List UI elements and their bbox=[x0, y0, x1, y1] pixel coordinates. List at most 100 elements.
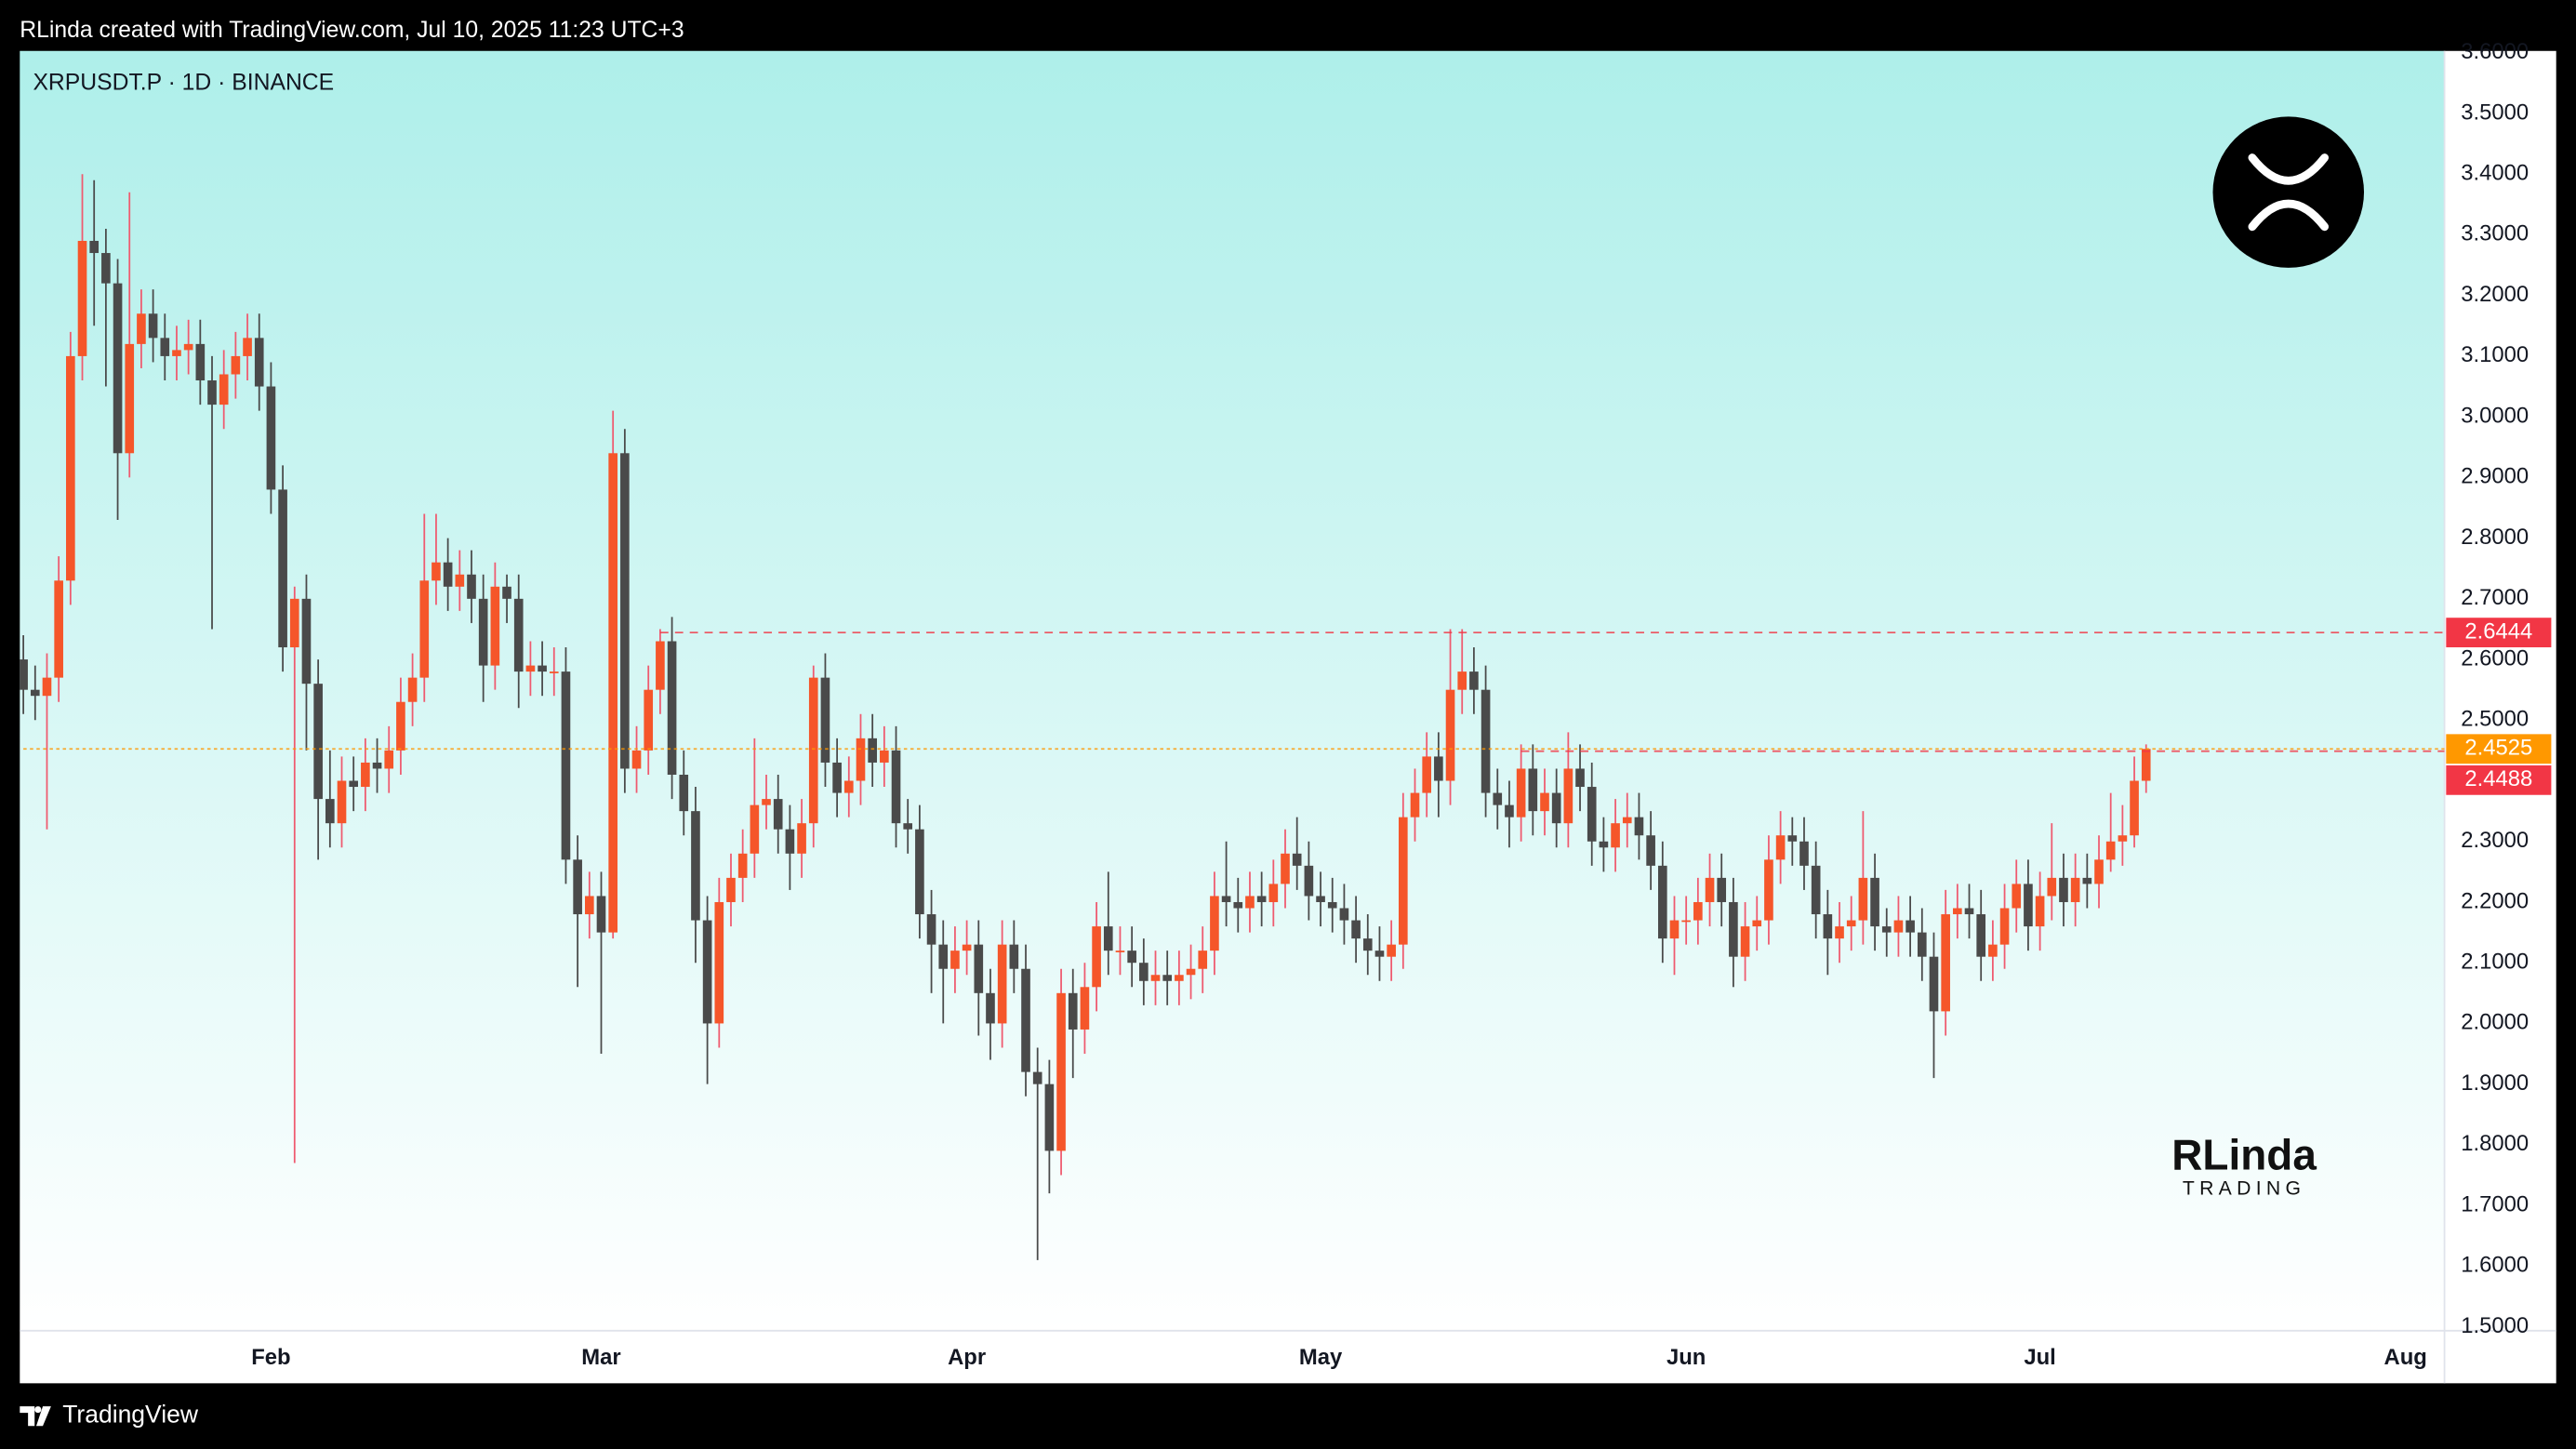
candle-body bbox=[1563, 768, 1573, 824]
candle-body bbox=[1729, 901, 1738, 957]
candle-body bbox=[455, 574, 465, 587]
candle-body bbox=[1044, 1083, 1055, 1151]
candle-body bbox=[1823, 914, 1833, 939]
candle-body bbox=[502, 586, 511, 599]
candle-body bbox=[1881, 926, 1892, 933]
candle-body bbox=[1493, 792, 1503, 805]
candle-body bbox=[1646, 835, 1655, 866]
candle-body bbox=[1339, 908, 1349, 921]
candle-body bbox=[1198, 950, 1208, 969]
candle-body bbox=[1445, 689, 1455, 781]
candle-body bbox=[773, 799, 783, 830]
candle-body bbox=[89, 240, 100, 254]
x-tick-label: May bbox=[1299, 1345, 1343, 1370]
y-tick-label: 2.9000 bbox=[2461, 464, 2529, 489]
x-tick-label: Aug bbox=[2384, 1345, 2427, 1370]
candle-body bbox=[667, 641, 677, 775]
y-tick-label: 1.5000 bbox=[2461, 1313, 2529, 1338]
candle-body bbox=[926, 914, 936, 945]
candle-body bbox=[1481, 689, 1491, 793]
candle-body bbox=[1811, 865, 1821, 915]
candle-body bbox=[183, 343, 193, 351]
candle-body bbox=[1434, 756, 1443, 781]
candle-body bbox=[962, 944, 972, 951]
candle-body bbox=[1976, 914, 1986, 957]
candle-body bbox=[160, 338, 170, 356]
candle-body bbox=[1835, 926, 1844, 939]
y-tick-label: 2.7000 bbox=[2461, 585, 2529, 610]
candles bbox=[20, 174, 2445, 1260]
candle-body bbox=[1999, 908, 2010, 945]
y-tick-label: 3.2000 bbox=[2461, 282, 2529, 307]
candle-body bbox=[1893, 920, 1904, 933]
price-label-box bbox=[2446, 734, 2552, 764]
candle-body bbox=[880, 750, 889, 763]
candle-body bbox=[938, 944, 949, 969]
candle-body bbox=[195, 343, 206, 381]
candle-body bbox=[1988, 944, 1998, 957]
plot-area bbox=[20, 50, 2445, 1331]
y-tick-label: 1.9000 bbox=[2461, 1070, 2529, 1096]
y-tick-label: 3.4000 bbox=[2461, 161, 2529, 186]
candle-body bbox=[525, 665, 536, 672]
candle-body bbox=[1080, 987, 1090, 1030]
candle-body bbox=[843, 780, 854, 793]
candle-body bbox=[1870, 877, 1879, 927]
y-tick-label: 3.1000 bbox=[2461, 342, 2529, 367]
candle-body bbox=[1599, 841, 1609, 848]
candle-body bbox=[1292, 853, 1302, 866]
candle-body bbox=[1351, 920, 1361, 939]
candle-body bbox=[1705, 877, 1715, 902]
time-axis bbox=[20, 1330, 2445, 1384]
header: RLinda created with TradingView.com, Jul… bbox=[20, 18, 684, 43]
candle-body bbox=[443, 562, 453, 587]
candle-body bbox=[490, 586, 500, 666]
candle-body bbox=[30, 689, 40, 697]
candle-body bbox=[832, 762, 842, 793]
candle-body bbox=[737, 853, 748, 878]
candle-body bbox=[1115, 950, 1125, 952]
candle-body bbox=[1575, 768, 1585, 788]
candle-body bbox=[467, 574, 476, 599]
candle-body bbox=[1693, 901, 1703, 921]
candle-body bbox=[561, 671, 571, 860]
candle-body bbox=[1032, 1071, 1042, 1084]
y-tick-label: 3.6000 bbox=[2461, 39, 2529, 64]
candle-body bbox=[148, 313, 158, 339]
candle-body bbox=[361, 762, 370, 788]
candle-body bbox=[596, 896, 606, 933]
candle-body bbox=[2024, 884, 2033, 927]
x-tick-label: Jun bbox=[1666, 1345, 1706, 1370]
tradingview-logo bbox=[20, 1406, 51, 1427]
candle-body bbox=[1256, 896, 1267, 902]
candle-body bbox=[1540, 792, 1549, 812]
candle-body bbox=[656, 641, 665, 690]
candle-body bbox=[1905, 920, 1915, 933]
candle-body bbox=[1304, 865, 1314, 897]
candle-body bbox=[313, 684, 323, 800]
y-tick-label: 2.5000 bbox=[2461, 707, 2529, 732]
x-tick-label: Jul bbox=[2024, 1345, 2055, 1370]
candle-body bbox=[1268, 884, 1279, 902]
candle-body bbox=[113, 283, 123, 454]
y-tick-label: 2.8000 bbox=[2461, 525, 2529, 550]
y-tick-label: 1.6000 bbox=[2461, 1253, 2529, 1278]
candle-body bbox=[42, 677, 52, 697]
candle-body bbox=[349, 780, 359, 788]
price-label-box bbox=[2446, 764, 2552, 795]
candle-body bbox=[1009, 944, 1019, 969]
candle-body bbox=[1150, 975, 1161, 981]
candle-body bbox=[432, 562, 441, 581]
xrp-logo bbox=[2212, 116, 2365, 268]
candle-body bbox=[1505, 804, 1514, 818]
candle-body bbox=[797, 823, 806, 854]
candle-body bbox=[820, 677, 830, 763]
candle-body bbox=[808, 677, 818, 824]
y-tick-label: 3.0000 bbox=[2461, 403, 2529, 428]
price-label: 2.4488 bbox=[2464, 766, 2532, 791]
candle-body bbox=[1858, 877, 1868, 921]
candle-body bbox=[573, 859, 582, 915]
candle-body bbox=[1387, 944, 1396, 957]
candle-body bbox=[231, 355, 241, 375]
